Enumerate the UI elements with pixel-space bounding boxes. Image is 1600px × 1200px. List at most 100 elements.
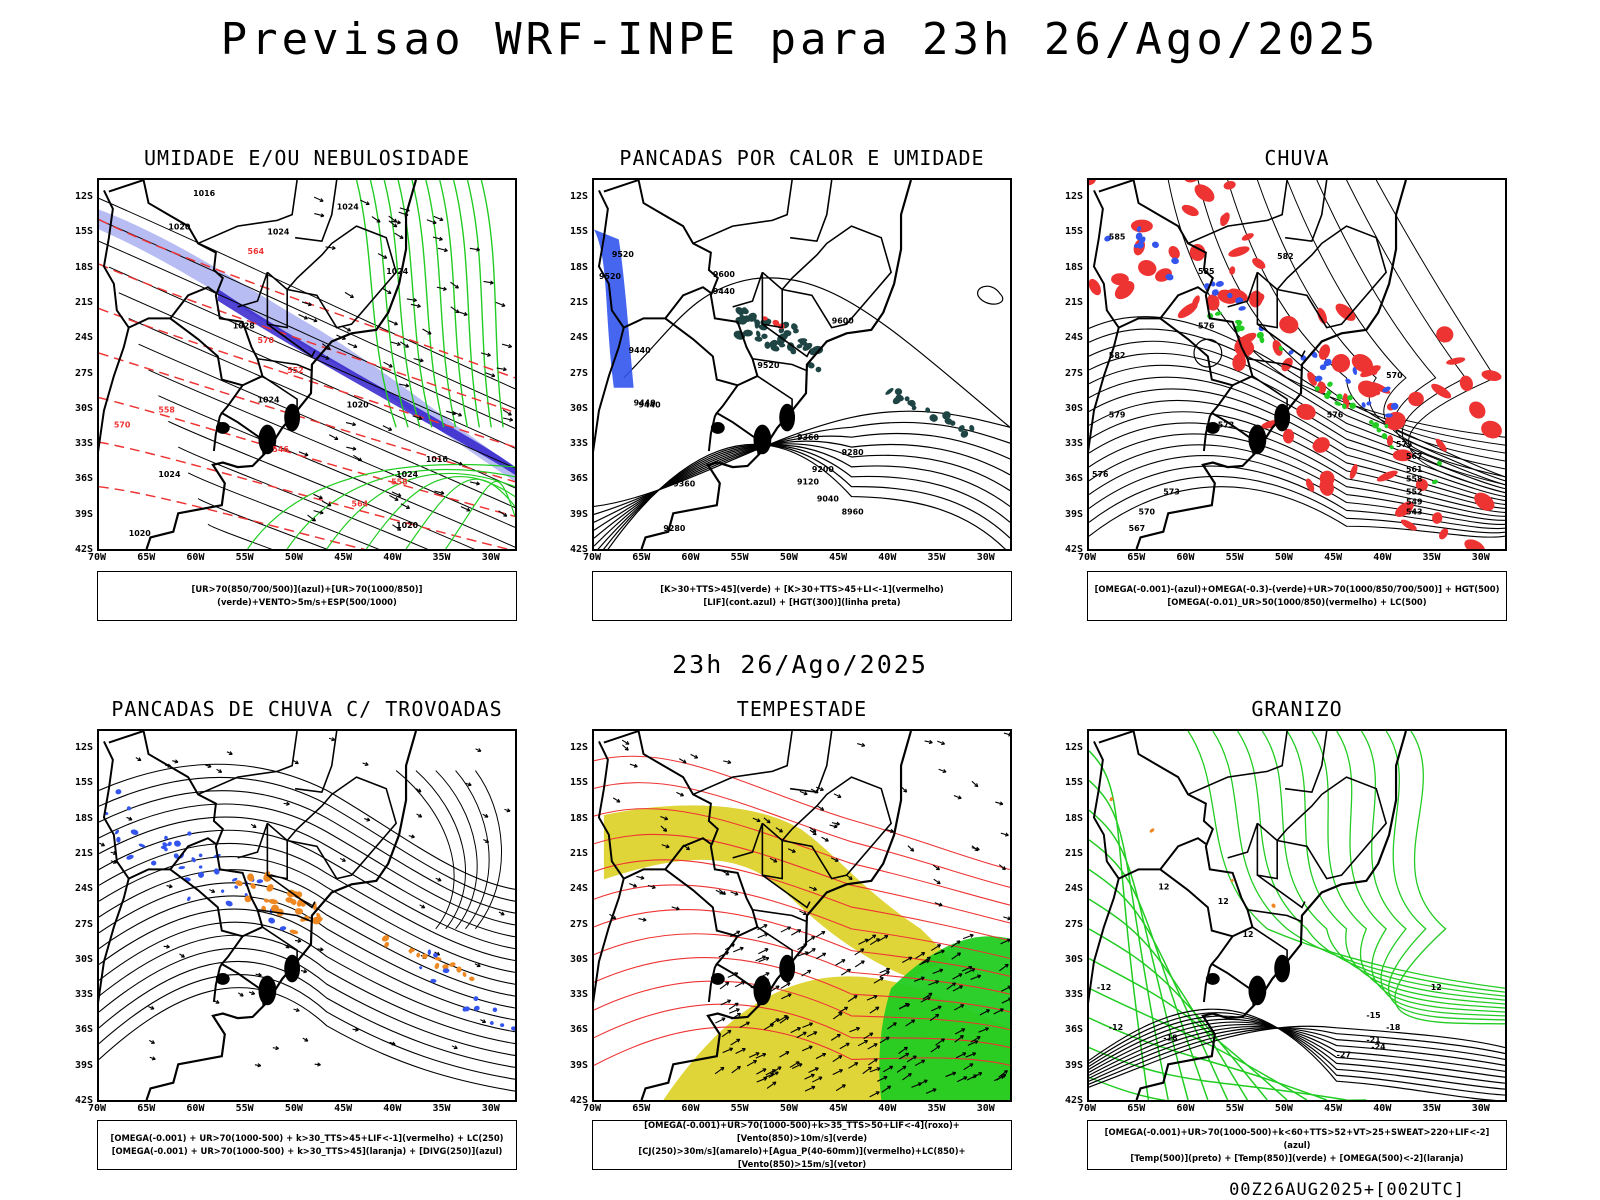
lon-tick-label: 45W: [829, 552, 848, 563]
lat-tick-label: 42S: [569, 544, 588, 555]
wind-vector-head: [417, 788, 422, 793]
lat-tick-label: 15S: [74, 226, 93, 238]
hgt300-contour-line: [594, 444, 1010, 547]
omega-green-area-patch: [1237, 325, 1245, 332]
wind-vector-head: [986, 1009, 990, 1014]
lake: [1205, 972, 1220, 985]
legend-line: [CJ(250)>30m/s](amarelo)+[Agua_P(40-60mm…: [638, 1146, 966, 1169]
omega-blue-area-patch: [1104, 235, 1112, 242]
divergence-blue-patch: [213, 868, 220, 875]
streamline-250-line: [99, 842, 515, 962]
omega-green-area-patch: [1336, 393, 1343, 400]
lake: [779, 403, 796, 432]
green-humidity-contour-line: [369, 180, 409, 428]
rain-area-patch: [1232, 353, 1246, 372]
contour-label: -15: [1366, 1011, 1380, 1020]
geography-layer: [99, 180, 417, 549]
wind-vector-head: [304, 315, 308, 320]
wind-vector: [787, 848, 796, 853]
thunder-risk-area-patch: [779, 343, 786, 348]
divergence-blue-patch: [256, 879, 264, 884]
wind-vector: [952, 985, 963, 992]
divergence-blue-patch: [164, 847, 168, 852]
wind-vector-head: [686, 846, 691, 851]
wind-vector: [727, 972, 739, 978]
omega-green-area-patch: [1314, 386, 1320, 392]
wind-vector: [965, 1052, 976, 1058]
wind-vector-head: [921, 1059, 926, 1064]
country-border: [1092, 189, 1207, 329]
wind-vector: [804, 1086, 816, 1092]
thickness-contour-line: [99, 352, 515, 483]
lat-tick-label: 24S: [74, 883, 93, 895]
lat-tick-label: 42S: [74, 544, 93, 555]
wind-vector: [816, 805, 824, 811]
divergence-blue-patch: [115, 789, 122, 795]
contour-label: 567: [1406, 452, 1423, 461]
rain-area-patch: [1464, 539, 1485, 549]
isobar-line: [128, 318, 515, 489]
state-border: [761, 271, 783, 329]
hgt300-contour-line: [597, 444, 1010, 549]
contour-label: 9440: [634, 399, 657, 408]
temp850-contour-east-line: [1212, 731, 1505, 993]
wind-vector-head: [883, 1075, 888, 1080]
rain-area-patch: [1130, 219, 1153, 233]
lif-blue-area: [594, 229, 634, 388]
state-border: [732, 272, 764, 308]
lon-tick-label: 50W: [779, 552, 798, 563]
wind-vector-head: [319, 198, 324, 203]
thunder-risk-area-patch: [754, 319, 760, 326]
wind-vector: [858, 938, 869, 945]
wind-vector-head: [727, 1029, 732, 1034]
lake: [284, 403, 301, 432]
wind-vector-head: [854, 1062, 859, 1066]
wind-vector: [868, 1058, 878, 1066]
country-border: [597, 740, 712, 880]
temp850-contour-line: [1089, 809, 1189, 1100]
omega-green-area-patch: [1278, 345, 1283, 352]
wind-vector-head: [443, 247, 448, 253]
streamline-250-east-line: [395, 770, 455, 930]
wind-vector: [398, 383, 409, 387]
wind-vector-head: [467, 782, 472, 787]
instability-orange-east: [381, 935, 475, 982]
contour-label: 12: [1158, 882, 1169, 891]
lc850-red-line: [594, 957, 1010, 1013]
wind-vector: [933, 878, 941, 885]
country-border: [102, 740, 217, 880]
contour-label: -27: [1337, 1050, 1351, 1059]
wind-vector-head: [252, 824, 257, 829]
temp850-contour-east: [1187, 731, 1505, 1025]
wind-vector-head: [902, 1065, 907, 1070]
divergence-blue-patch: [187, 896, 191, 902]
divergence-blue-patch: [116, 836, 121, 843]
contour-labels: 5825855765825795735765705735675615585525…: [1092, 232, 1423, 533]
lon-tick-label: 35W: [927, 1103, 946, 1114]
wind-vector: [622, 744, 629, 751]
contour-label: 543: [1406, 507, 1423, 516]
state-border: [295, 180, 338, 243]
contour-label: -18: [1386, 1023, 1401, 1032]
contour-label: 1024: [267, 227, 290, 236]
wind-vector: [950, 940, 961, 948]
wind-vector: [928, 980, 939, 986]
instability-orange-east-patch: [408, 948, 415, 953]
wind-vector-head: [417, 303, 421, 308]
wind-vector-head: [1006, 938, 1010, 943]
temp500-contour-line: [1089, 1025, 1505, 1088]
lake: [779, 954, 796, 983]
map-panel-pancadas-de-chuva-c-trovoadas: [97, 729, 517, 1102]
atlantic-coastline: [1135, 180, 1407, 549]
lon-tick-label: 60W: [1176, 552, 1195, 563]
wind-vector: [755, 955, 766, 962]
lat-tick-label: 15S: [74, 777, 93, 789]
contour-label: 558: [1406, 475, 1423, 484]
wind-vector: [679, 758, 687, 764]
wind-vector-head: [766, 819, 771, 824]
wind-vector: [962, 934, 974, 940]
omega-green-area-patch: [1214, 311, 1222, 316]
wind-vector-head: [912, 1055, 917, 1060]
wind-vector-head: [872, 934, 877, 939]
wind-vector-head: [500, 911, 505, 916]
